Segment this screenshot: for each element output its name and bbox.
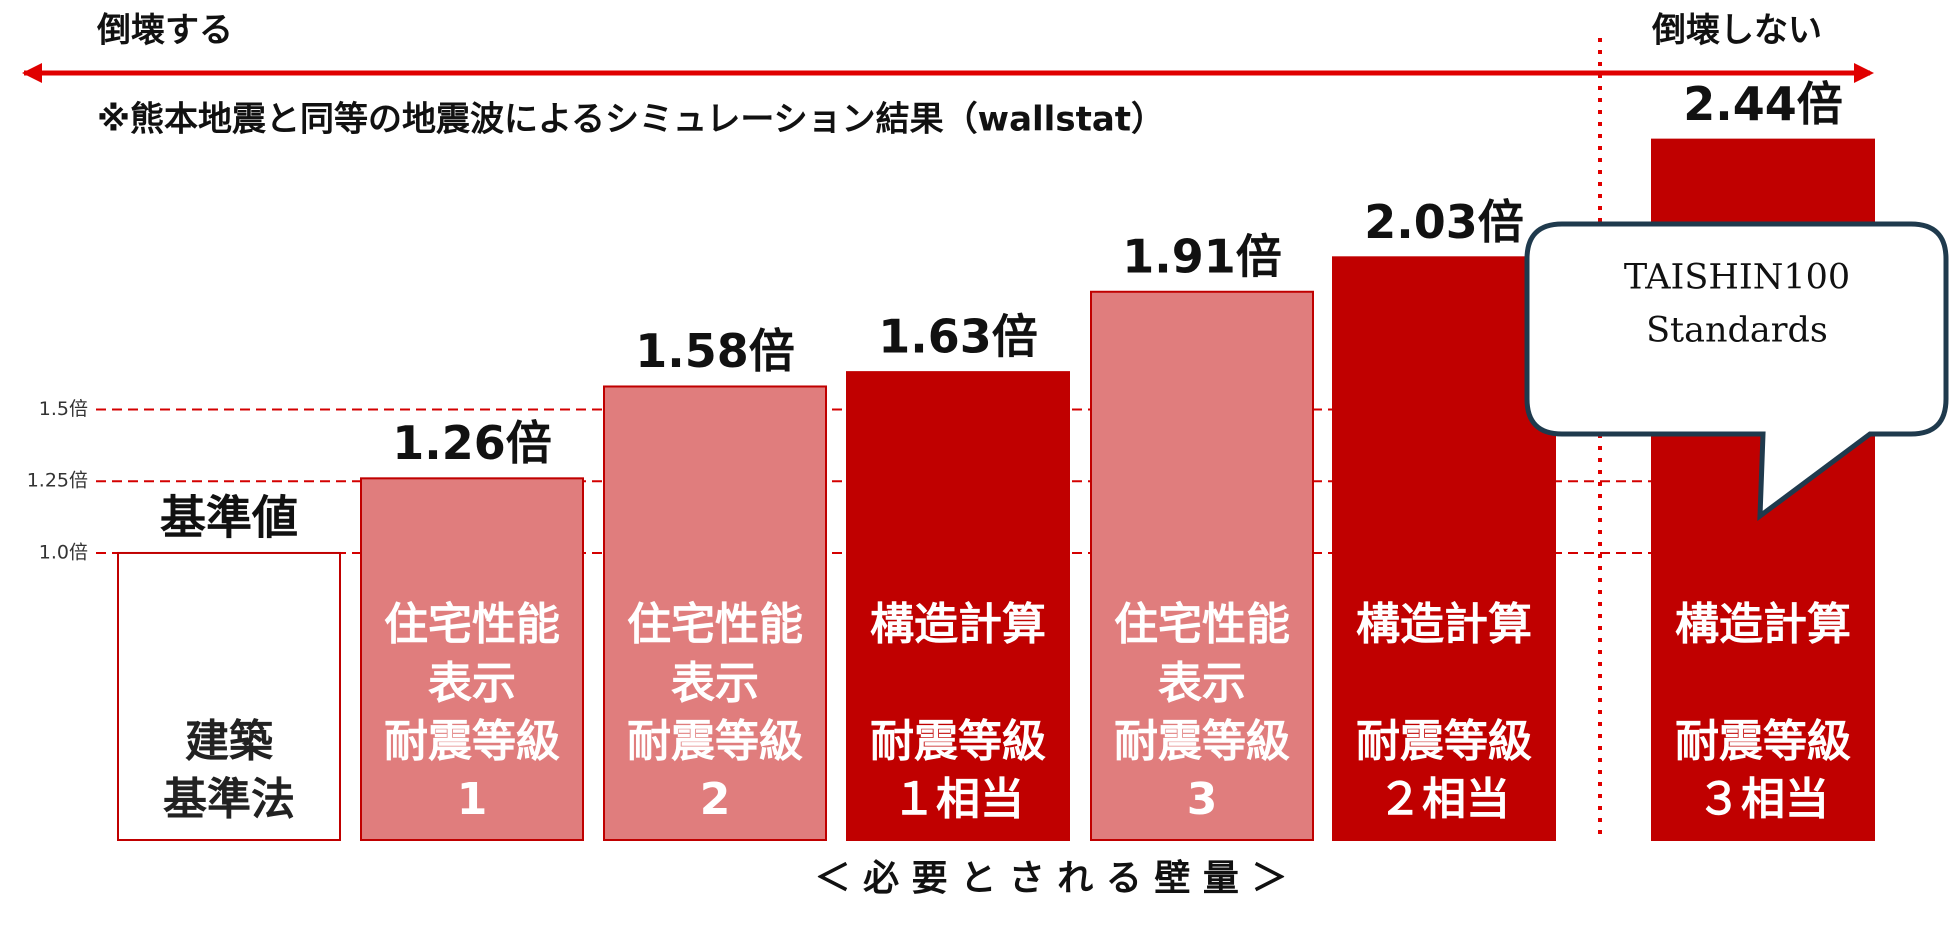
y-tick-label: 1.5倍: [39, 398, 88, 420]
value-label: 1.63倍: [878, 310, 1038, 364]
bar-label: 耐震等級: [627, 716, 803, 767]
bar-label: ３相当: [1697, 774, 1829, 825]
bar-label: １相当: [892, 774, 1024, 825]
callout-text: TAISHIN100: [1624, 258, 1850, 298]
value-label: 基準値: [160, 490, 298, 544]
bar-label: 1: [457, 774, 488, 825]
bar: [1332, 256, 1556, 841]
right-label: 倒壊しない: [1651, 11, 1822, 51]
bar-label: 表示: [1158, 658, 1246, 709]
bar-label: 表示: [671, 658, 759, 709]
bar-label: 住宅性能: [1114, 599, 1290, 650]
bar: [360, 477, 584, 841]
bar-label: 耐震等級: [384, 716, 560, 767]
bar-label: 耐震等級: [1356, 716, 1532, 767]
bar-label: 耐震等級: [1114, 716, 1290, 767]
bar-label: 建築: [185, 716, 274, 767]
bar-label: 構造計算: [1356, 599, 1532, 650]
bar: [846, 371, 1070, 841]
bar-label: 表示: [428, 658, 516, 709]
bar: [117, 551, 341, 841]
y-tick-label: 1.0倍: [39, 541, 88, 563]
bar-label: 2: [700, 774, 731, 825]
bar-label: 基準法: [163, 774, 295, 825]
note: ※熊本地震と同等の地震波によるシミュレーション結果（wallstat）: [97, 100, 1165, 140]
bar: [1090, 290, 1314, 841]
value-label: 1.91倍: [1122, 229, 1282, 283]
callout-bubble: [1524, 221, 1949, 522]
y-tick-label: 1.25倍: [27, 470, 88, 492]
bar-label: 3: [1187, 774, 1218, 825]
value-label: 1.26倍: [392, 416, 552, 470]
arrow-head: [1854, 63, 1874, 83]
callout-text: Standards: [1646, 311, 1828, 351]
bar-label: 構造計算: [870, 599, 1046, 650]
value-label: 2.03倍: [1364, 195, 1524, 249]
value-label: 1.58倍: [635, 324, 795, 378]
x-axis-label: ＜ 必 要 と さ れ る 壁 量 ＞: [815, 858, 1288, 899]
bar-label: ２相当: [1378, 774, 1510, 825]
bar-label: 住宅性能: [384, 599, 560, 650]
arrow-head: [22, 63, 42, 83]
bar-label: 耐震等級: [1675, 716, 1851, 767]
bar-label: 耐震等級: [870, 716, 1046, 767]
bar: [603, 385, 827, 841]
bar-label: 住宅性能: [627, 599, 803, 650]
bar-label: 構造計算: [1675, 599, 1851, 650]
left-label: 倒壊する: [96, 11, 233, 51]
value-label: 2.44倍: [1683, 77, 1843, 131]
